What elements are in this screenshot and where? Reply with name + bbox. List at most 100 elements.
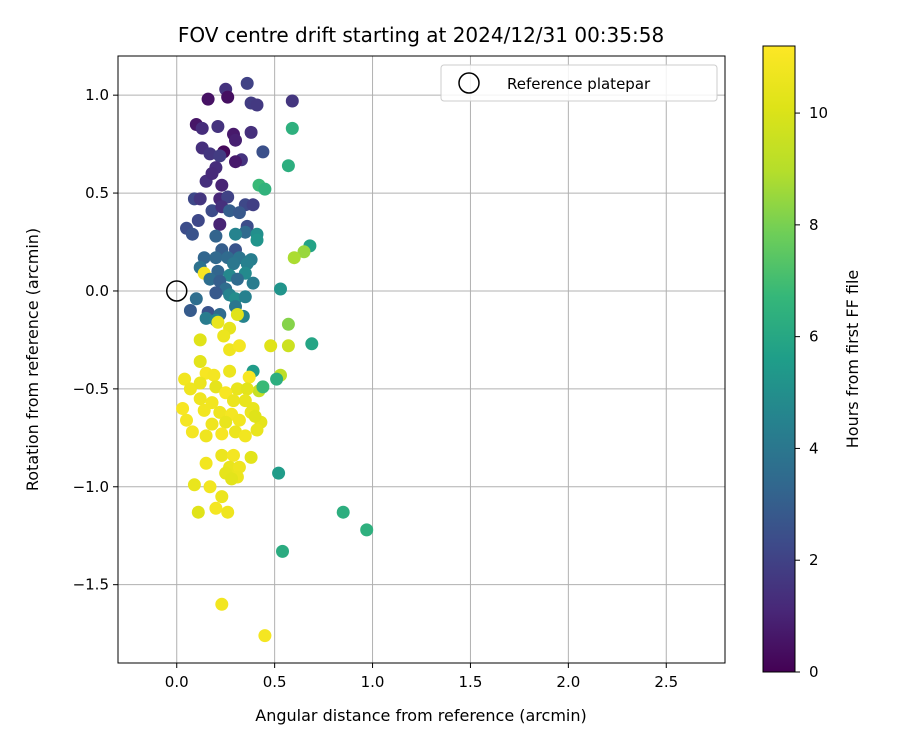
data-point [199, 429, 213, 443]
colorbar-tick-label: 6 [809, 328, 819, 346]
data-point [211, 120, 225, 133]
data-point [209, 286, 223, 300]
data-point [238, 394, 252, 408]
data-point [276, 544, 289, 558]
data-point [250, 423, 264, 437]
data-point [191, 505, 205, 519]
colorbar-tick-label: 4 [809, 439, 819, 457]
y-tick-label: −1.5 [73, 576, 109, 594]
data-point [197, 251, 211, 265]
x-tick-label: 2.0 [556, 673, 580, 691]
data-point [232, 339, 246, 353]
data-point [187, 478, 201, 492]
y-tick-label: 0.5 [85, 184, 109, 202]
data-point [256, 380, 270, 394]
data-point [225, 472, 239, 486]
data-point [197, 403, 211, 417]
data-point [244, 450, 258, 464]
data-point [213, 217, 227, 231]
x-tick-label: 0.0 [165, 673, 189, 691]
x-tick-label: 1.5 [459, 673, 483, 691]
data-point [360, 523, 374, 537]
data-point [256, 145, 270, 159]
data-point [219, 415, 233, 429]
colorbar-tick-label: 10 [809, 104, 828, 122]
data-point [215, 490, 229, 504]
y-axis-label: Rotation from reference (arcmin) [23, 228, 42, 491]
data-point [213, 405, 227, 419]
x-axis-ticks: 0.0 0.5 1.0 1.5 2.0 2.5 [165, 663, 678, 691]
data-point [230, 308, 244, 321]
reference-point [165, 280, 188, 302]
data-point [211, 315, 225, 329]
data-point [270, 372, 284, 386]
data-point [205, 417, 219, 431]
y-tick-label: −0.5 [73, 380, 109, 398]
data-point [297, 245, 311, 259]
data-point [258, 182, 272, 196]
data-point [248, 409, 262, 423]
data-point [281, 339, 295, 353]
data-point [238, 225, 252, 239]
data-point [230, 272, 244, 286]
data-point [229, 227, 242, 241]
data-point [209, 380, 223, 394]
data-point [227, 394, 240, 408]
plot-area [118, 56, 725, 663]
data-point [207, 368, 221, 382]
x-axis-label: Angular distance from reference (arcmin) [255, 706, 586, 725]
data-point [195, 121, 209, 135]
data-point [238, 290, 252, 304]
data-point [209, 501, 223, 515]
colorbar-tick-label: 8 [809, 216, 819, 234]
data-point [215, 178, 229, 192]
data-point [274, 282, 287, 296]
data-point [193, 333, 207, 347]
data-point [199, 456, 213, 470]
data-point [240, 382, 254, 396]
data-point [250, 233, 264, 247]
data-point [223, 204, 237, 218]
data-point [213, 149, 227, 163]
colorbar-tick-label: 0 [809, 663, 819, 681]
plot-frame [117, 55, 726, 664]
data-point [264, 339, 278, 353]
data-point [287, 251, 301, 265]
data-point [183, 382, 197, 396]
data-point [272, 466, 286, 480]
data-point [285, 94, 299, 108]
data-point [285, 121, 299, 135]
data-point [232, 206, 246, 220]
colorbar [762, 45, 796, 673]
data-point [229, 155, 242, 169]
colorbar-ticks: 0 2 4 6 8 10 [795, 104, 828, 681]
data-point [258, 629, 272, 643]
data-point [193, 192, 207, 206]
data-point [203, 272, 217, 286]
data-point [227, 257, 240, 271]
data-point [193, 392, 207, 406]
data-point [178, 372, 192, 386]
data-point [242, 370, 256, 384]
colorbar-label: Hours from first FF file [843, 270, 862, 449]
data-point [240, 257, 254, 271]
legend: Reference platepar [440, 64, 718, 102]
data-points [176, 76, 374, 643]
data-point [246, 198, 260, 212]
data-point [193, 376, 207, 390]
x-tick-label: 0.5 [263, 673, 287, 691]
data-point [244, 125, 258, 139]
data-point [217, 329, 231, 343]
data-point [246, 276, 260, 290]
data-point [281, 317, 295, 331]
data-point [215, 448, 229, 462]
legend-label: Reference platepar [507, 75, 651, 93]
data-point [223, 364, 237, 378]
data-point [193, 355, 207, 368]
data-point [227, 448, 240, 462]
data-point [281, 159, 295, 173]
data-point [183, 304, 197, 317]
data-point [215, 427, 229, 441]
data-point [232, 413, 246, 427]
